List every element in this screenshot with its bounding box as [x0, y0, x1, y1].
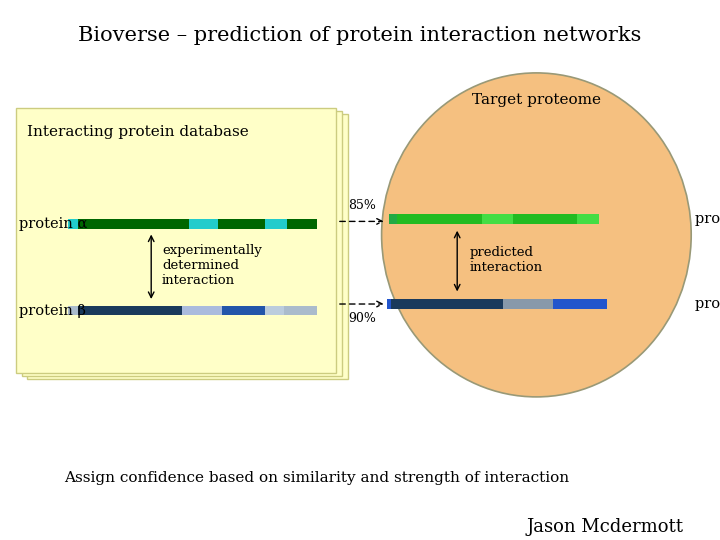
Bar	[265, 306, 284, 315]
Ellipse shape	[382, 73, 691, 397]
Text: Jason Mcdermott: Jason Mcdermott	[526, 517, 683, 536]
Bar	[387, 299, 391, 309]
Bar	[577, 214, 599, 224]
Bar	[503, 299, 553, 309]
Text: Target proteome: Target proteome	[472, 93, 601, 107]
Text: protein α: protein α	[19, 217, 88, 231]
Text: protein B: protein B	[695, 297, 720, 311]
Text: 85%: 85%	[348, 199, 376, 212]
Text: protein β: protein β	[19, 303, 86, 318]
Bar	[482, 214, 513, 224]
Text: Interacting protein database: Interacting protein database	[27, 125, 248, 139]
Bar	[397, 214, 482, 224]
Bar	[389, 214, 397, 224]
Bar	[78, 219, 189, 229]
Text: Assign confidence based on similarity and strength of interaction: Assign confidence based on similarity an…	[64, 471, 570, 485]
Text: protein A: protein A	[695, 212, 720, 226]
Bar	[553, 299, 596, 309]
Bar	[513, 214, 577, 224]
Text: 90%: 90%	[348, 312, 376, 325]
Bar	[287, 219, 317, 229]
Bar	[265, 219, 287, 229]
Bar	[189, 219, 218, 229]
Bar	[68, 219, 78, 229]
FancyBboxPatch shape	[27, 114, 348, 379]
Text: Bioverse – prediction of protein interaction networks: Bioverse – prediction of protein interac…	[78, 25, 642, 45]
Bar	[222, 306, 265, 315]
Bar	[391, 299, 503, 309]
Text: experimentally
determined
interaction: experimentally determined interaction	[162, 244, 262, 287]
FancyBboxPatch shape	[22, 111, 342, 376]
Bar	[182, 306, 222, 315]
Bar	[218, 219, 265, 229]
Bar	[596, 299, 607, 309]
Bar	[78, 306, 182, 315]
Text: predicted
interaction: predicted interaction	[469, 246, 543, 274]
Bar	[284, 306, 317, 315]
FancyBboxPatch shape	[16, 108, 336, 373]
Bar	[68, 306, 78, 315]
